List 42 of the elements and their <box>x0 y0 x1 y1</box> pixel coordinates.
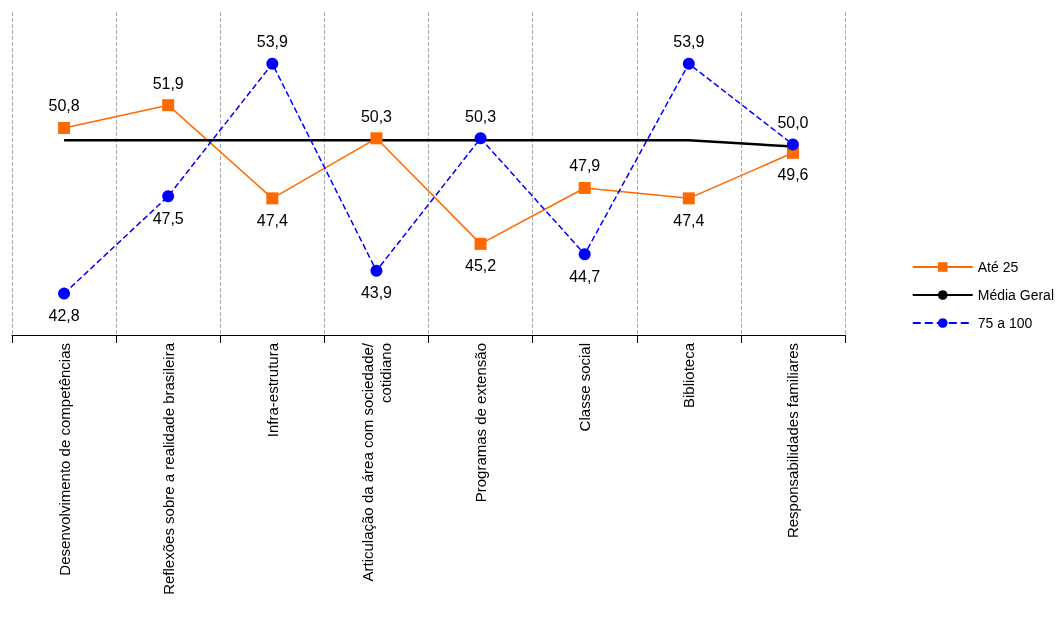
point <box>578 181 591 194</box>
data-label: 53,9 <box>256 33 288 51</box>
x-tick-label: Desenvolvimento de competências <box>55 343 73 576</box>
x-tick-label: Programas de extensão <box>472 343 490 503</box>
data-label: 47,4 <box>673 211 705 229</box>
data-label: 42,8 <box>48 307 80 325</box>
data-label: 50,8 <box>48 97 80 115</box>
data-label: 51,9 <box>152 74 184 92</box>
point <box>58 287 71 300</box>
point <box>682 192 695 205</box>
point <box>370 132 383 145</box>
data-label: 47,9 <box>569 157 601 175</box>
data-label: 47,4 <box>256 211 288 229</box>
point <box>266 57 279 70</box>
point <box>682 57 695 70</box>
data-label: 47,5 <box>152 209 184 227</box>
point <box>58 121 71 134</box>
legend-label: 75 a 100 <box>977 315 1033 331</box>
legend-label: Até 25 <box>977 259 1019 275</box>
data-label: 50,3 <box>464 107 497 125</box>
point <box>578 248 591 261</box>
x-tick-label: Articulação da área com sociedade/cotidiano <box>358 342 394 582</box>
point <box>786 138 799 151</box>
point <box>162 99 175 112</box>
x-tick-label: Classe social <box>576 343 594 432</box>
point <box>370 264 383 277</box>
x-tick-label: Responsabilidades familiares <box>784 343 802 539</box>
data-label: 50,3 <box>360 107 393 125</box>
data-label: 50,0 <box>777 114 809 132</box>
data-label: 44,7 <box>569 267 601 285</box>
data-label: 53,9 <box>673 33 705 51</box>
data-label: 45,2 <box>464 257 497 275</box>
point <box>162 190 175 203</box>
point <box>474 237 487 250</box>
data-label: 43,9 <box>360 284 393 302</box>
point <box>474 132 487 145</box>
point <box>266 192 279 205</box>
x-tick-label: Reflexões sobre a realidade brasileira <box>159 342 177 595</box>
x-tick-label: Biblioteca <box>680 342 698 409</box>
data-label: 49,6 <box>777 166 809 184</box>
legend-label: Média Geral <box>977 287 1055 303</box>
x-tick-label: Infra-estrutura <box>263 342 281 438</box>
